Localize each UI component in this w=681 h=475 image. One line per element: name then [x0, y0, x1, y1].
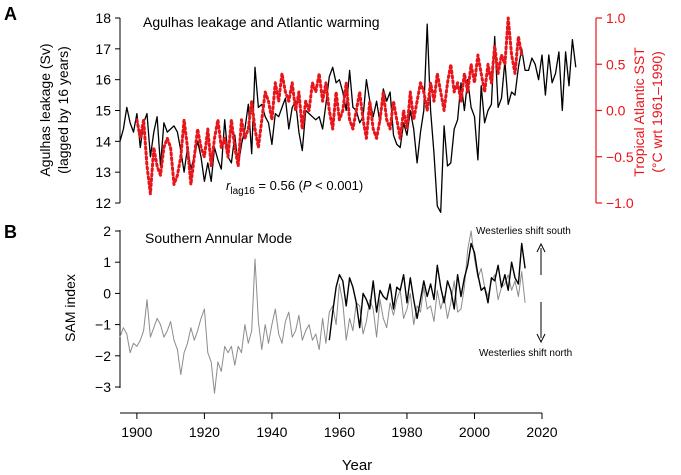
y-axis-title-left-line1: Agulhas leakage (Sv)	[37, 43, 53, 176]
x-ticks: 1900 1920 1940 1960 1980 2000 2020	[121, 413, 558, 440]
left-y-tick-label: 15	[95, 103, 111, 119]
sst-series-line	[135, 16, 524, 196]
arrow-down-head	[536, 333, 546, 344]
left-y-tick-label: 12	[95, 195, 111, 211]
r-value: = 0.56 (	[255, 178, 304, 193]
right-y-tick-label: 0.5	[606, 56, 626, 72]
left-y-tick-label: 18	[95, 10, 111, 26]
westerlies-arrows: Westerlies shift south Westerlies shift …	[476, 226, 572, 359]
x-tick-label: 1980	[391, 424, 422, 440]
left-y-ticks: 12 13 14 15 16 17 18	[95, 10, 120, 211]
x-tick-label: 1960	[324, 424, 355, 440]
left-y-tick-label: 14	[95, 133, 111, 149]
correlation-annotation: rlag16 = 0.56 (P < 0.001)	[226, 178, 363, 197]
p-symbol: P	[303, 178, 312, 193]
panel-a-title: Agulhas leakage and Atlantic warming	[143, 14, 380, 30]
x-tick-label: 1940	[256, 424, 287, 440]
arrow-up-label: Westerlies shift south	[476, 226, 571, 237]
r-symbol: r	[226, 178, 231, 193]
x-tick-label: 1900	[121, 424, 152, 440]
sam-reconstruction-line	[119, 230, 526, 394]
sam-y-ticks: −3 −2 −1 0 1 2	[95, 223, 120, 395]
sam-y-tick-label: 2	[103, 223, 111, 239]
x-tick-label: 1920	[189, 424, 220, 440]
right-y-tick-label: 0.0	[606, 103, 626, 119]
panel-b-letter: B	[4, 222, 17, 242]
r-subscript: lag16	[230, 186, 255, 197]
p-text: < 0.001)	[312, 178, 364, 193]
sam-y-tick-label: −2	[95, 348, 111, 364]
sam-y-tick-label: −1	[95, 317, 111, 333]
arrow-up-head	[536, 242, 546, 253]
panel-a-series	[119, 16, 577, 213]
sam-observed-line	[328, 242, 526, 341]
x-axis-title: Year	[342, 457, 372, 474]
sam-y-tick-label: 0	[103, 285, 111, 301]
left-y-tick-label: 17	[95, 41, 111, 57]
y-axis-title-right-line1: Tropical Atlantic SST	[631, 47, 647, 177]
y-axis-title-sam: SAM index	[62, 274, 78, 342]
panel-b-title: Southern Annular Mode	[145, 230, 292, 246]
sam-y-tick-label: 1	[103, 254, 111, 270]
right-y-tick-label: −0.5	[606, 149, 634, 165]
right-y-tick-label: −1.0	[606, 195, 634, 211]
panel-b-axes	[119, 230, 542, 414]
y-axis-title-left-line2: (lagged by 16 years)	[55, 46, 71, 174]
arrow-down-label: Westerlies shift north	[479, 348, 572, 359]
y-axis-title-right-line2: (°C wrt 1961–1990)	[649, 51, 665, 173]
left-y-tick-label: 16	[95, 72, 111, 88]
x-tick-label: 2000	[459, 424, 490, 440]
left-y-tick-label: 13	[95, 164, 111, 180]
sam-y-tick-label: −3	[95, 379, 111, 395]
right-y-tick-label: 1.0	[606, 10, 626, 26]
right-y-ticks: −1.0 −0.5 0.0 0.5 1.0	[596, 10, 634, 211]
panel-b-series	[119, 230, 526, 394]
panel-a-letter: A	[4, 4, 17, 24]
x-tick-label: 2020	[526, 424, 557, 440]
